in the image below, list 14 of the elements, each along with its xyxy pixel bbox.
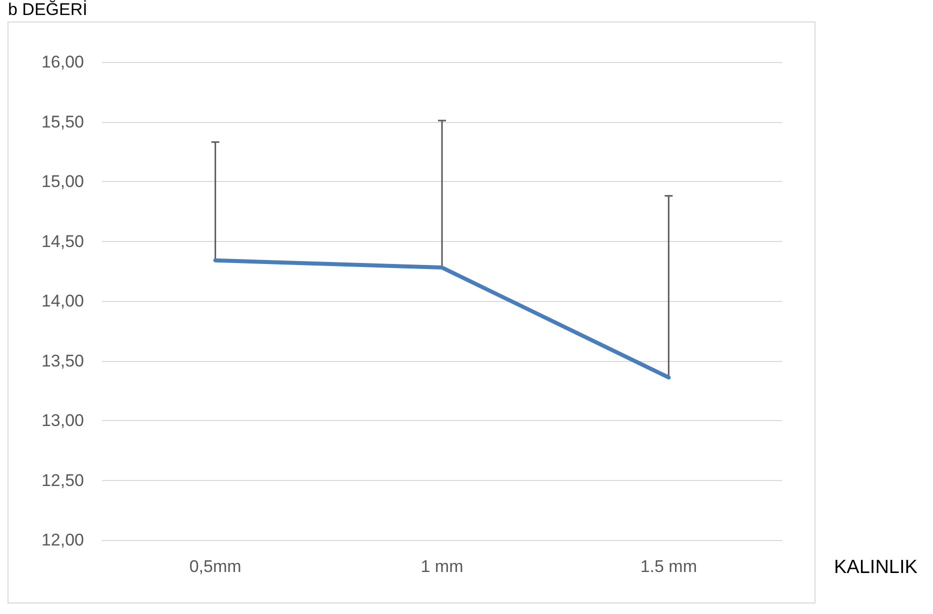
y-tick-label: 13,00 — [41, 411, 84, 430]
y-axis-title: b DEĞERİ — [8, 0, 88, 19]
x-axis-title: KALINLIK — [834, 557, 918, 578]
y-tick-label: 15,50 — [41, 112, 84, 132]
x-tick-label: 1 mm — [420, 557, 464, 576]
y-tick-label: 15,00 — [41, 172, 84, 191]
y-tick-label: 16,00 — [41, 52, 84, 72]
y-tick-label: 13,50 — [41, 351, 84, 370]
y-tick-label: 12,50 — [41, 470, 84, 490]
y-tick-label: 14,50 — [41, 232, 84, 251]
x-tick-label: 1.5 mm — [640, 557, 698, 576]
y-tick-label: 12,00 — [41, 530, 84, 550]
y-tick-label: 14,00 — [41, 292, 84, 310]
x-tick-label: 0,5mm — [189, 557, 242, 576]
